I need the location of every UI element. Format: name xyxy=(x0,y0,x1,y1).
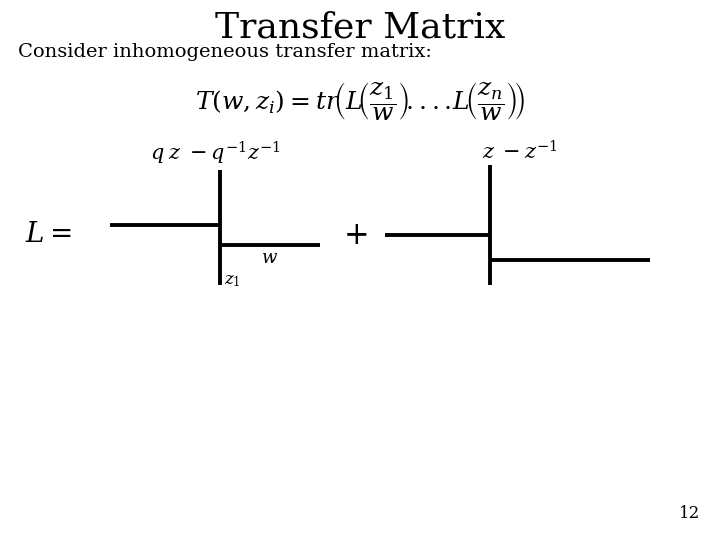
Text: Transfer Matrix: Transfer Matrix xyxy=(215,10,505,44)
Text: $T(w,z_i) = tr\!\left(L\!\left(\dfrac{z_1}{w}\right)\!....\!L\!\left(\dfrac{z_n}: $T(w,z_i) = tr\!\left(L\!\left(\dfrac{z_… xyxy=(195,80,525,122)
Text: $L{=}$: $L{=}$ xyxy=(25,221,71,248)
Text: 12: 12 xyxy=(679,505,700,522)
Text: $z\;-z^{-1}$: $z\;-z^{-1}$ xyxy=(482,140,558,163)
Text: $w$: $w$ xyxy=(261,249,279,267)
Text: $z_1$: $z_1$ xyxy=(224,272,240,289)
Text: Consider inhomogeneous transfer matrix:: Consider inhomogeneous transfer matrix: xyxy=(18,43,432,61)
Text: $+$: $+$ xyxy=(343,219,367,251)
Text: $q\;z\;-q^{-1}z^{-1}$: $q\;z\;-q^{-1}z^{-1}$ xyxy=(150,140,280,167)
